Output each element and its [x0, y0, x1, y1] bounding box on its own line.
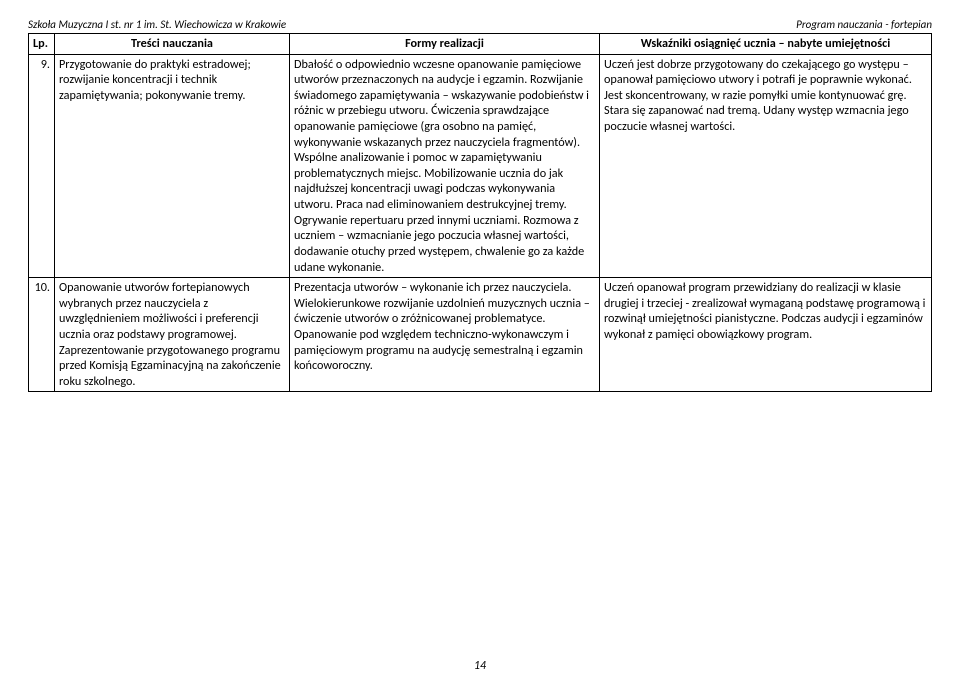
cell-tresci: Opanowanie utworów fortepianowych wybran… — [55, 278, 290, 392]
col-header-wskazniki: Wskaźniki osiągnięć ucznia – nabyte umie… — [600, 34, 932, 55]
cell-lp: 10. — [29, 278, 55, 392]
page-header: Szkoła Muzyczna I st. nr 1 im. St. Wiech… — [28, 18, 932, 31]
table-row: 9. Przygotowanie do praktyki estradowej;… — [29, 54, 932, 278]
table-header-row: Lp. Treści nauczania Formy realizacji Ws… — [29, 34, 932, 55]
cell-wskazniki: Uczeń jest dobrze przygotowany do czekaj… — [600, 54, 932, 278]
cell-wskazniki: Uczeń opanował program przewidziany do r… — [600, 278, 932, 392]
cell-formy: Prezentacja utworów – wykonanie ich prze… — [290, 278, 600, 392]
page-number: 14 — [0, 659, 960, 673]
cell-lp: 9. — [29, 54, 55, 278]
curriculum-table: Lp. Treści nauczania Formy realizacji Ws… — [28, 33, 932, 392]
col-header-formy: Formy realizacji — [290, 34, 600, 55]
col-header-lp: Lp. — [29, 34, 55, 55]
cell-formy: Dbałość o odpowiednio wczesne opanowanie… — [290, 54, 600, 278]
header-right: Program nauczania - fortepian — [796, 18, 932, 31]
header-left: Szkoła Muzyczna I st. nr 1 im. St. Wiech… — [28, 18, 286, 31]
table-row: 10. Opanowanie utworów fortepianowych wy… — [29, 278, 932, 392]
col-header-tresci: Treści nauczania — [55, 34, 290, 55]
cell-tresci: Przygotowanie do praktyki estradowej; ro… — [55, 54, 290, 278]
